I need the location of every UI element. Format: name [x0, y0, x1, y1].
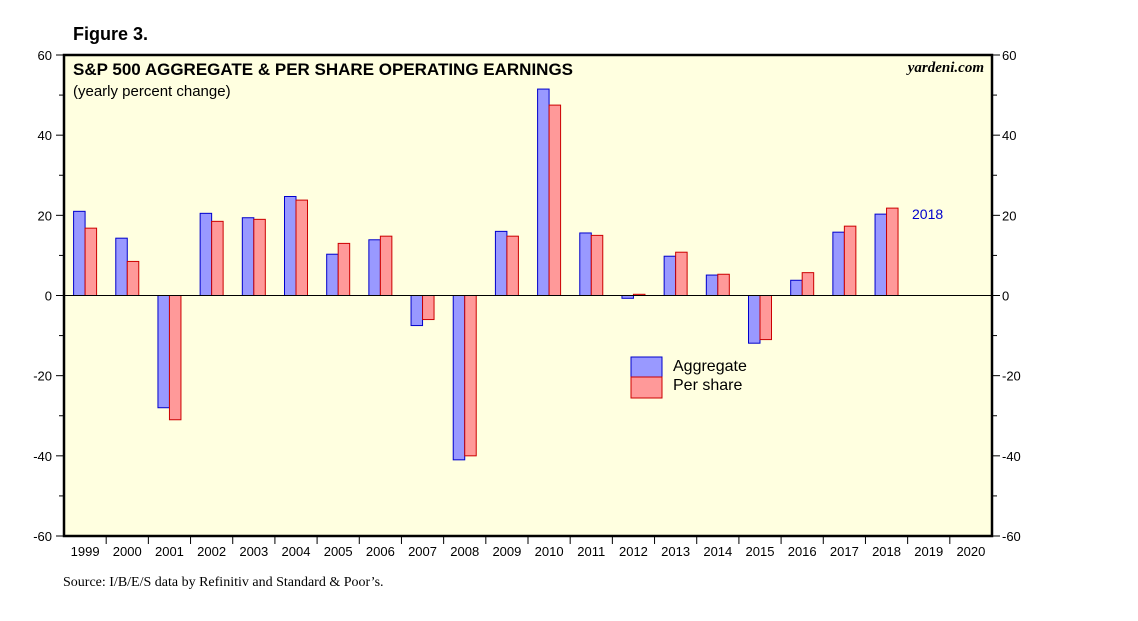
bar-aggregate-2008 — [452, 295, 466, 461]
y-axis-right: -60 -40 -20 0 20 40 60 — [1002, 48, 1021, 544]
bar-aggregate-2011 — [579, 232, 592, 296]
bar-per-share-2014 — [717, 273, 730, 296]
x-tick-label: 1999 — [71, 544, 100, 559]
x-tick-label: 2001 — [155, 544, 184, 559]
x-tick-label: 2018 — [872, 544, 901, 559]
y-tick-label-right: 60 — [1002, 48, 1016, 63]
legend-swatch-per-share — [630, 376, 663, 399]
bar-aggregate-2009 — [494, 230, 508, 296]
bar-aggregate-2002 — [199, 212, 213, 296]
x-tick-label: 2003 — [239, 544, 268, 559]
bar-per-share-2015 — [759, 295, 772, 341]
x-tick-label: 2014 — [703, 544, 732, 559]
source-note: Source: I/B/E/S data by Refinitiv and St… — [63, 575, 384, 590]
x-tick-label: 2010 — [535, 544, 564, 559]
bar-per-share-2000 — [126, 260, 140, 297]
bar-aggregate-1999 — [73, 210, 86, 296]
y-tick-label-right: -40 — [1002, 449, 1021, 464]
legend-label-aggregate: Aggregate — [673, 358, 747, 375]
x-tick-label: 2008 — [450, 544, 479, 559]
bar-aggregate-2004 — [284, 195, 297, 297]
x-tick-label: 2017 — [830, 544, 859, 559]
y-tick-label-right: 20 — [1002, 208, 1016, 223]
y-tick-label-right: 0 — [1002, 289, 1009, 304]
bar-per-share-2018 — [886, 207, 899, 296]
bar-aggregate-2018 — [874, 213, 888, 296]
legend: Aggregate Per share — [630, 356, 747, 399]
y-tick-label-left: -20 — [33, 369, 52, 384]
watermark: yardeni.com — [906, 60, 984, 76]
x-tick-label: 2006 — [366, 544, 395, 559]
x-tick-label: 2007 — [408, 544, 437, 559]
y-tick-label-right: 40 — [1002, 128, 1016, 143]
bar-per-share-2004 — [295, 199, 308, 296]
bar-aggregate-2013 — [663, 255, 677, 296]
y-tick-label-left: 40 — [38, 128, 52, 143]
y-tick-label-left: 60 — [38, 48, 52, 63]
legend-swatch-aggregate — [630, 356, 663, 379]
x-axis: 1999 2000 2001 2002 2003 2004 2005 2006 2007 2008… — [71, 544, 986, 559]
x-tick-label: 2013 — [661, 544, 690, 559]
bar-aggregate-2010 — [537, 88, 550, 296]
bar-per-share-2007 — [422, 295, 435, 321]
bar-aggregate-2015 — [748, 295, 761, 344]
x-tick-label: 2002 — [197, 544, 226, 559]
bar-aggregate-2017 — [832, 231, 845, 296]
bar-aggregate-2001 — [157, 295, 170, 409]
y-tick-label-left: -40 — [33, 449, 52, 464]
bar-per-share-2002 — [211, 220, 224, 297]
bar-per-share-1999 — [84, 227, 98, 296]
bar-per-share-2005 — [337, 242, 351, 296]
bar-per-share-2010 — [548, 104, 562, 296]
y-tick-label-right: -20 — [1002, 369, 1021, 384]
x-tick-label: 2015 — [746, 544, 775, 559]
chart-title: S&P 500 AGGREGATE & PER SHARE OPERATING … — [73, 60, 573, 79]
bar-aggregate-2016 — [790, 279, 803, 297]
bar-aggregate-2014 — [705, 274, 719, 296]
y-tick-label-left: -60 — [33, 529, 52, 544]
bar-aggregate-2007 — [410, 295, 424, 327]
y-tick-label-left: 0 — [45, 289, 52, 304]
tick-marks — [56, 54, 1000, 544]
bar-aggregate-2000 — [115, 237, 128, 296]
bar-per-share-2016 — [801, 272, 815, 296]
bar-per-share-2008 — [464, 295, 477, 457]
bar-per-share-2006 — [379, 235, 393, 296]
y-axis-left: -60 -40 -20 0 20 40 60 — [33, 48, 52, 544]
bar-per-share-2001 — [168, 295, 182, 421]
annotation-2018: 2018 — [912, 206, 943, 222]
bar-per-share-2009 — [506, 235, 519, 296]
chart-subtitle: (yearly percent change) — [73, 83, 231, 100]
x-tick-label: 2019 — [914, 544, 943, 559]
bar-per-share-2003 — [253, 218, 266, 296]
legend-label-per-share: Per share — [673, 377, 742, 394]
x-tick-label: 2004 — [282, 544, 311, 559]
x-tick-label: 2016 — [788, 544, 817, 559]
bar-per-share-2011 — [590, 234, 604, 296]
bar-aggregate-2005 — [326, 253, 339, 297]
bar-per-share-2013 — [675, 251, 688, 297]
bar-aggregate-2006 — [368, 239, 381, 296]
x-tick-label: 2009 — [492, 544, 521, 559]
bar-per-share-2017 — [843, 225, 857, 297]
x-tick-label: 2011 — [577, 544, 605, 559]
chart: -60 -40 -20 0 20 40 60 -60 -40 -20 0 20 40 60 1999 20… — [33, 48, 1021, 559]
x-tick-label: 2005 — [324, 544, 353, 559]
y-tick-label-left: 20 — [38, 208, 52, 223]
x-tick-label: 2000 — [113, 544, 142, 559]
y-tick-label-right: -60 — [1002, 529, 1021, 544]
bar-aggregate-2003 — [241, 217, 255, 296]
x-tick-label: 2020 — [956, 544, 985, 559]
figure-label: Figure 3. — [73, 24, 149, 44]
x-tick-label: 2012 — [619, 544, 648, 559]
